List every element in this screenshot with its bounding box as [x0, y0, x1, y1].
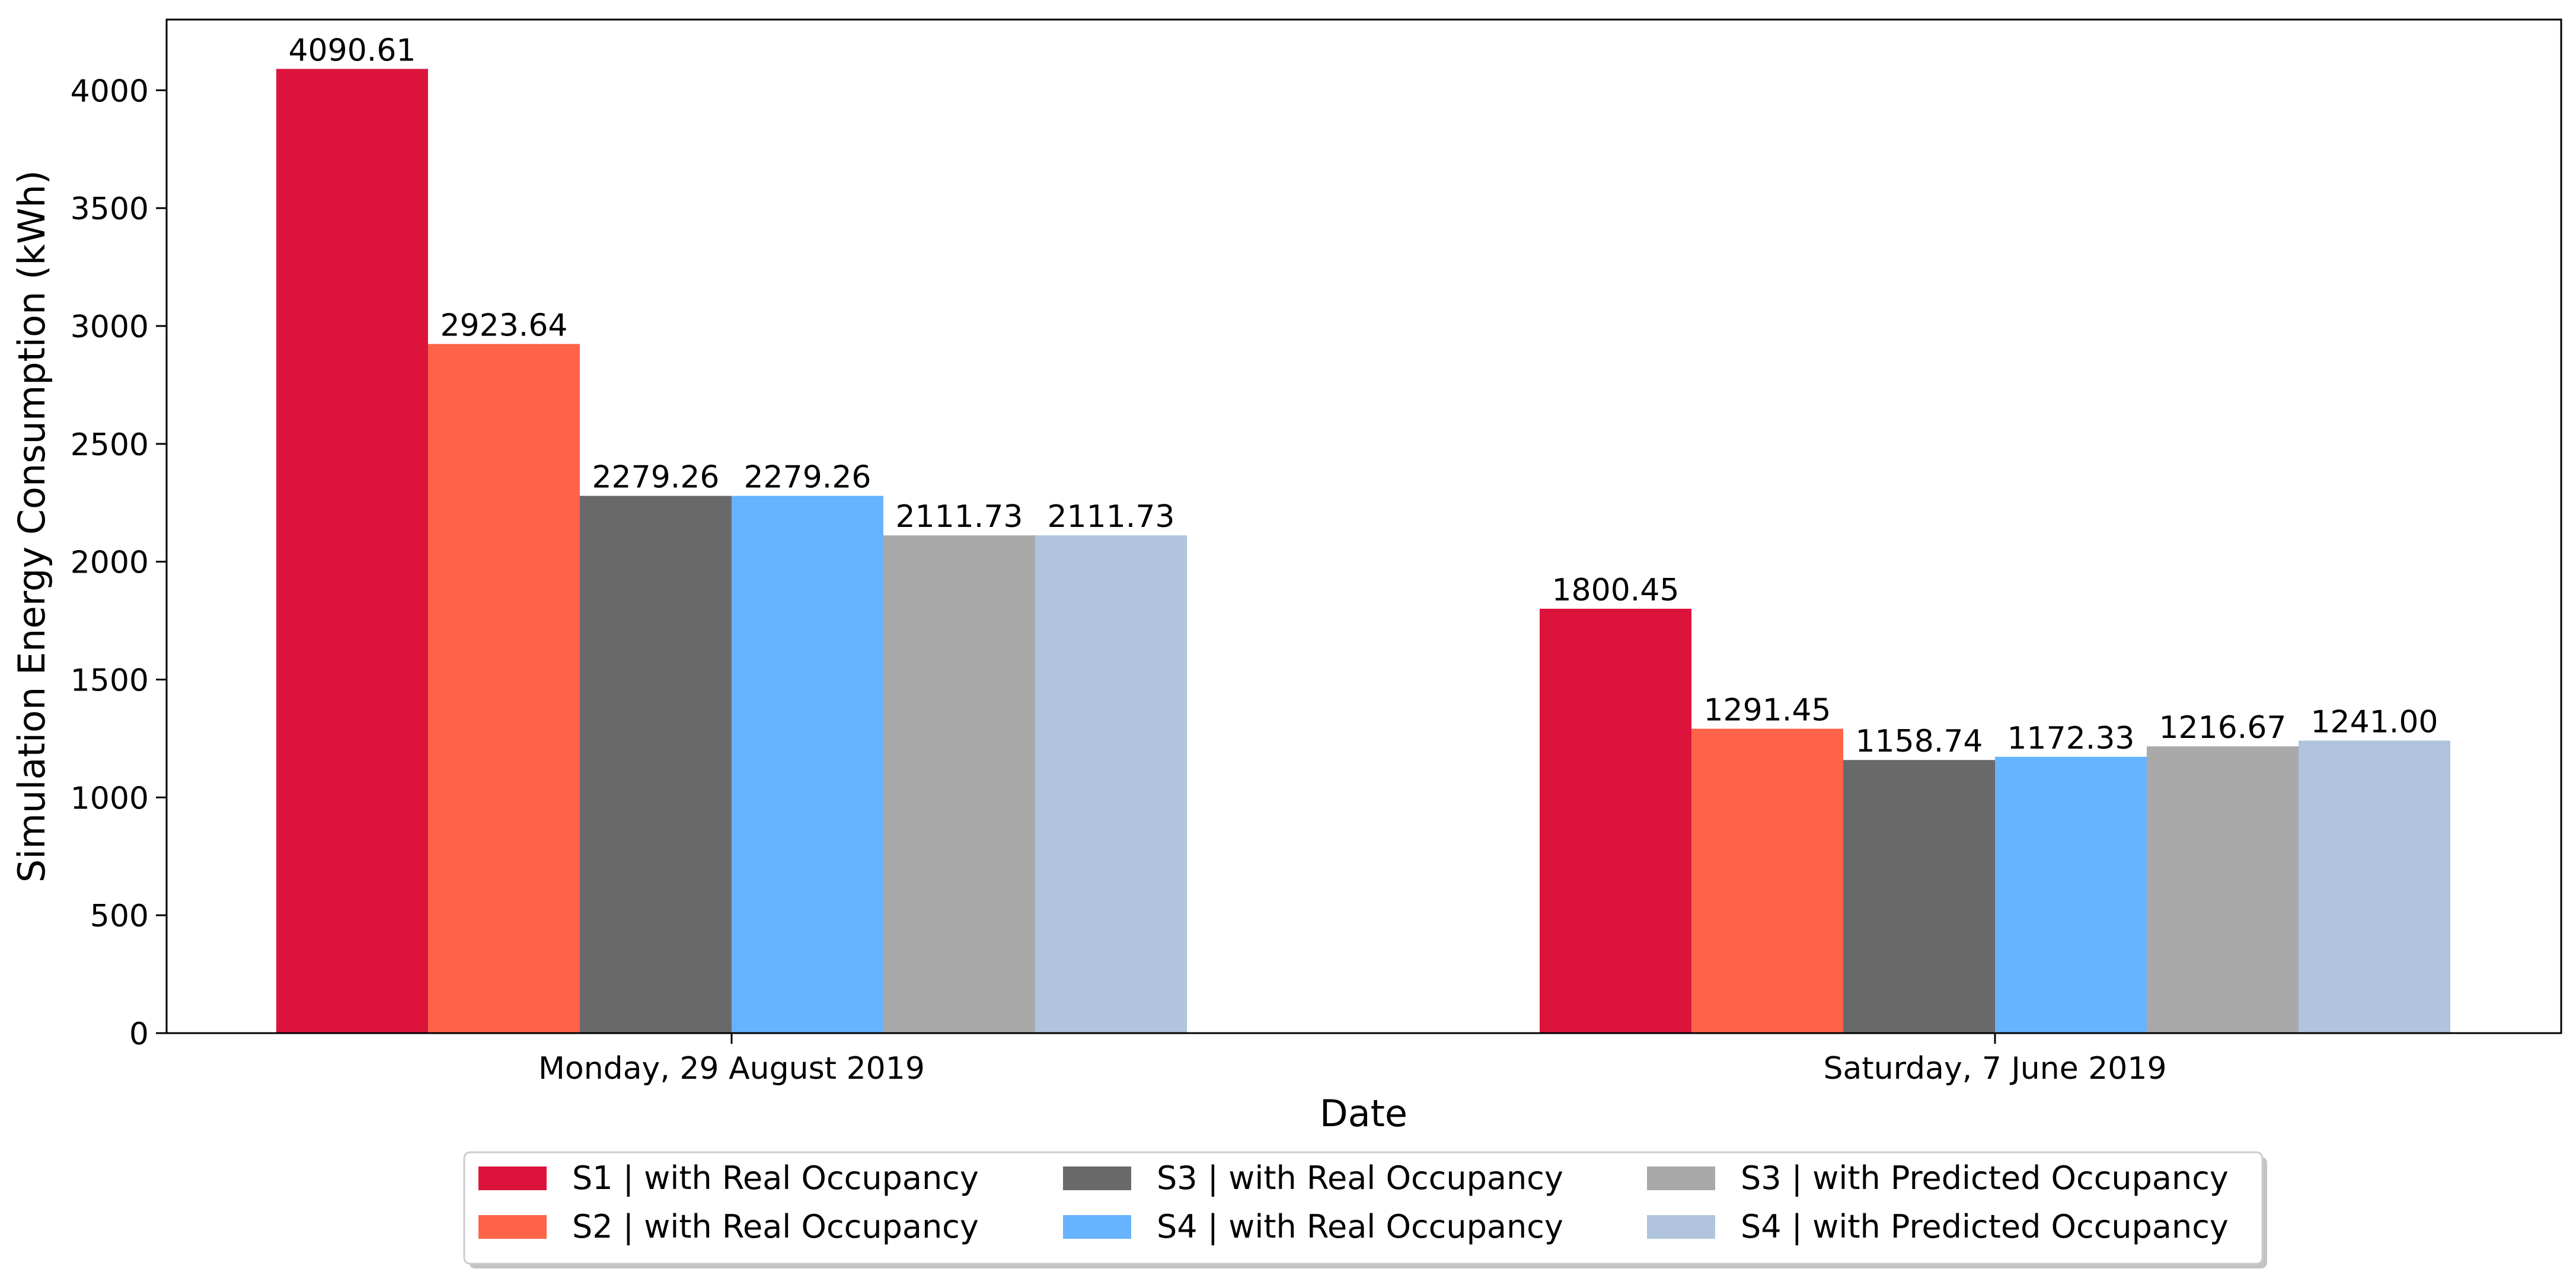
legend-swatch [478, 1215, 547, 1239]
bar [2299, 740, 2450, 1033]
legend-label: S2 | with Real Occupancy [572, 1208, 979, 1245]
bar-value-label: 2923.64 [440, 308, 567, 343]
bar [1540, 609, 1691, 1033]
bar-value-label: 1800.45 [1552, 573, 1679, 608]
bar-value-label: 1216.67 [2159, 710, 2286, 746]
bar [428, 344, 580, 1033]
bar-value-label: 2279.26 [743, 460, 871, 496]
bar [276, 69, 428, 1033]
y-tick-label: 4000 [71, 73, 149, 109]
bar-value-label: 2279.26 [592, 460, 719, 496]
bar-value-label: 2111.73 [895, 499, 1023, 535]
y-tick-label: 0 [129, 1017, 149, 1052]
x-axis: Monday, 29 August 2019 Saturday, 7 June 2… [538, 1033, 2167, 1086]
x-tick-label: Monday, 29 August 2019 [538, 1051, 925, 1086]
legend-swatch [1647, 1215, 1715, 1239]
y-tick-label: 3500 [71, 191, 149, 227]
y-tick-label: 2500 [71, 427, 149, 463]
y-tick-label: 1500 [71, 663, 149, 698]
value-labels-layer: 4090.61 1800.45 2923.64 1291.45 2279.26 1158.… [288, 33, 2438, 759]
x-axis-label: Date [1320, 1092, 1407, 1135]
legend-label: S3 | with Predicted Occupancy [1741, 1159, 2229, 1197]
y-tick-label: 3000 [71, 309, 149, 345]
bar-value-label: 1158.74 [1855, 724, 1983, 759]
bar-value-label: 4090.61 [288, 33, 416, 68]
bar [883, 535, 1035, 1033]
y-axis: 0 500 1000 1500 2000 2500 3000 3500 4000 [71, 73, 167, 1052]
x-tick-label: Saturday, 7 June 2019 [1823, 1051, 2166, 1086]
y-tick-label: 1000 [71, 781, 149, 816]
y-tick-label: 2000 [71, 545, 149, 581]
legend: S1 | with Real Occupancy S2 | with Real O… [463, 1151, 2267, 1268]
legend-swatch [1063, 1166, 1131, 1190]
bar-value-label: 1291.45 [1703, 692, 1831, 728]
bar [1843, 760, 1995, 1033]
bar-value-label: 1172.33 [2007, 721, 2134, 756]
plot-frame [165, 18, 2562, 1034]
legend-label: S1 | with Real Occupancy [572, 1159, 979, 1197]
legend-swatch [1063, 1215, 1131, 1239]
y-tick-label: 500 [90, 899, 149, 934]
legend-swatch [478, 1166, 547, 1190]
bar [2147, 746, 2299, 1033]
bar [1995, 756, 2147, 1033]
legend-label: S4 | with Predicted Occupancy [1741, 1208, 2229, 1245]
y-axis-label: Simulation Energy Consumption (kWh) [10, 170, 53, 883]
bar [580, 496, 732, 1033]
bar-value-label: 2111.73 [1047, 499, 1174, 535]
legend-label: S4 | with Real Occupancy [1157, 1208, 1563, 1245]
bar-value-label: 1241.00 [2310, 704, 2438, 740]
legend-label: S3 | with Real Occupancy [1157, 1159, 1563, 1197]
bars-layer [276, 69, 2450, 1033]
bar [1691, 728, 1843, 1033]
bar [732, 496, 883, 1033]
legend-swatch [1647, 1166, 1715, 1190]
bar [1035, 535, 1187, 1033]
